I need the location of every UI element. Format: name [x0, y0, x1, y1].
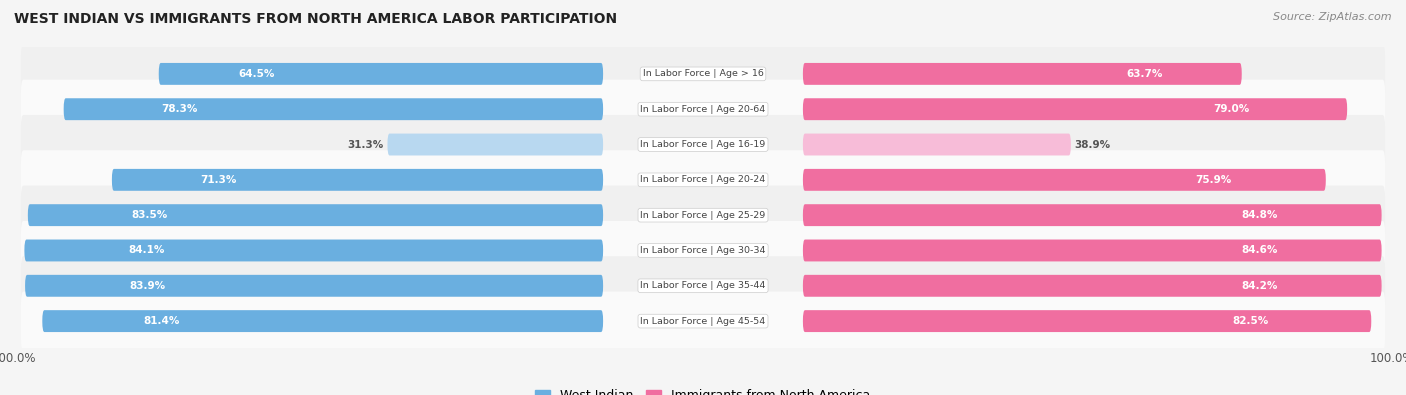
Text: 75.9%: 75.9% [1195, 175, 1232, 185]
Text: 78.3%: 78.3% [160, 104, 197, 114]
FancyBboxPatch shape [42, 310, 603, 332]
FancyBboxPatch shape [25, 275, 603, 297]
FancyBboxPatch shape [803, 239, 1382, 261]
FancyBboxPatch shape [803, 275, 1382, 297]
FancyBboxPatch shape [63, 98, 603, 120]
Text: 38.9%: 38.9% [1074, 139, 1111, 150]
Text: WEST INDIAN VS IMMIGRANTS FROM NORTH AMERICA LABOR PARTICIPATION: WEST INDIAN VS IMMIGRANTS FROM NORTH AME… [14, 12, 617, 26]
FancyBboxPatch shape [24, 239, 603, 261]
Text: 84.1%: 84.1% [128, 245, 165, 256]
FancyBboxPatch shape [21, 221, 1385, 280]
Legend: West Indian, Immigrants from North America: West Indian, Immigrants from North Ameri… [530, 384, 876, 395]
Text: 84.6%: 84.6% [1241, 245, 1278, 256]
FancyBboxPatch shape [112, 169, 603, 191]
Text: Source: ZipAtlas.com: Source: ZipAtlas.com [1274, 12, 1392, 22]
FancyBboxPatch shape [803, 204, 1382, 226]
Text: In Labor Force | Age > 16: In Labor Force | Age > 16 [643, 70, 763, 78]
FancyBboxPatch shape [803, 63, 1241, 85]
Text: 84.2%: 84.2% [1241, 281, 1278, 291]
FancyBboxPatch shape [21, 115, 1385, 174]
FancyBboxPatch shape [21, 150, 1385, 209]
Text: In Labor Force | Age 35-44: In Labor Force | Age 35-44 [640, 281, 766, 290]
Text: 63.7%: 63.7% [1126, 69, 1163, 79]
Text: 64.5%: 64.5% [239, 69, 276, 79]
Text: 81.4%: 81.4% [143, 316, 180, 326]
Text: 71.3%: 71.3% [200, 175, 236, 185]
Text: In Labor Force | Age 20-24: In Labor Force | Age 20-24 [640, 175, 766, 184]
Text: In Labor Force | Age 45-54: In Labor Force | Age 45-54 [640, 317, 766, 325]
Text: 82.5%: 82.5% [1233, 316, 1270, 326]
Text: 84.8%: 84.8% [1241, 210, 1278, 220]
FancyBboxPatch shape [21, 292, 1385, 351]
Text: 79.0%: 79.0% [1213, 104, 1249, 114]
Text: In Labor Force | Age 20-64: In Labor Force | Age 20-64 [640, 105, 766, 114]
Text: In Labor Force | Age 25-29: In Labor Force | Age 25-29 [640, 211, 766, 220]
Text: 83.9%: 83.9% [129, 281, 166, 291]
FancyBboxPatch shape [21, 44, 1385, 103]
Text: 83.5%: 83.5% [131, 210, 167, 220]
FancyBboxPatch shape [803, 134, 1071, 156]
FancyBboxPatch shape [21, 80, 1385, 139]
Text: In Labor Force | Age 30-34: In Labor Force | Age 30-34 [640, 246, 766, 255]
FancyBboxPatch shape [803, 98, 1347, 120]
Text: 31.3%: 31.3% [347, 139, 384, 150]
FancyBboxPatch shape [803, 169, 1326, 191]
FancyBboxPatch shape [388, 134, 603, 156]
FancyBboxPatch shape [159, 63, 603, 85]
FancyBboxPatch shape [28, 204, 603, 226]
FancyBboxPatch shape [21, 186, 1385, 245]
FancyBboxPatch shape [803, 310, 1371, 332]
FancyBboxPatch shape [21, 256, 1385, 315]
Text: In Labor Force | Age 16-19: In Labor Force | Age 16-19 [640, 140, 766, 149]
